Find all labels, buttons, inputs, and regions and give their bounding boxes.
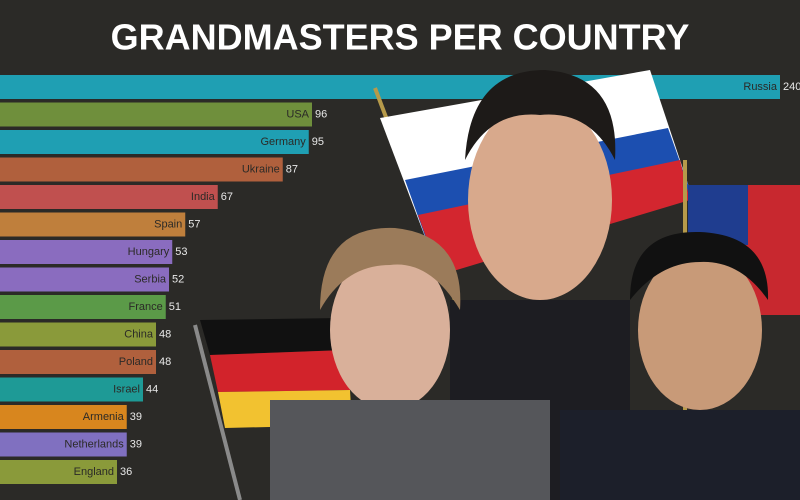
bar-label: Serbia — [134, 273, 167, 285]
bar — [0, 157, 283, 182]
value-label: 57 — [188, 218, 200, 230]
bar — [0, 295, 166, 319]
bar-label: Armenia — [83, 411, 125, 423]
bar-label: Poland — [119, 356, 153, 368]
bar-label: Hungary — [128, 246, 170, 258]
person — [638, 250, 762, 410]
value-label: 53 — [175, 246, 187, 258]
bar-label: Spain — [154, 218, 182, 230]
flag-germany — [210, 350, 350, 392]
person — [330, 250, 450, 410]
person-hair — [320, 227, 461, 310]
bar — [0, 212, 186, 237]
person — [560, 410, 800, 500]
person — [270, 400, 550, 500]
chart-title: GRANDMASTERS PER COUNTRY — [111, 17, 690, 58]
bar — [0, 350, 156, 374]
value-label: 240 — [783, 81, 800, 93]
bar — [0, 460, 117, 484]
value-label: 39 — [130, 438, 142, 450]
bar-label: England — [74, 466, 114, 478]
bar — [0, 102, 312, 127]
bar-label: Germany — [261, 136, 307, 148]
bar-label: Russia — [743, 81, 778, 93]
bar — [0, 185, 218, 209]
bar-label: Netherlands — [64, 438, 124, 450]
flag-germany — [200, 318, 345, 355]
decoration — [193, 70, 800, 500]
value-label: 87 — [286, 163, 298, 175]
value-label: 39 — [130, 411, 142, 423]
value-label: 48 — [159, 356, 171, 368]
flag-pole — [193, 324, 242, 500]
bar-label: Ukraine — [242, 163, 280, 175]
bar — [0, 267, 169, 292]
value-label: 96 — [315, 108, 327, 120]
value-label: 48 — [159, 328, 171, 340]
value-label: 95 — [312, 136, 324, 148]
bar — [0, 405, 127, 429]
bar — [0, 377, 143, 402]
value-label: 36 — [120, 466, 132, 478]
bar-label: France — [129, 301, 163, 313]
person — [468, 100, 612, 300]
value-label: 51 — [169, 301, 181, 313]
bar-label: India — [191, 191, 216, 203]
bar-label: Israel — [113, 383, 140, 395]
bar-label: China — [124, 328, 154, 340]
bar — [0, 322, 156, 347]
bar — [0, 240, 173, 264]
value-label: 52 — [172, 273, 184, 285]
bar-label: USA — [286, 108, 309, 120]
person-hair — [630, 231, 769, 300]
value-label: 67 — [221, 191, 233, 203]
bar — [0, 75, 780, 99]
bar — [0, 432, 127, 457]
value-label: 44 — [146, 383, 158, 395]
bar — [0, 130, 309, 154]
person-hair — [465, 70, 616, 160]
